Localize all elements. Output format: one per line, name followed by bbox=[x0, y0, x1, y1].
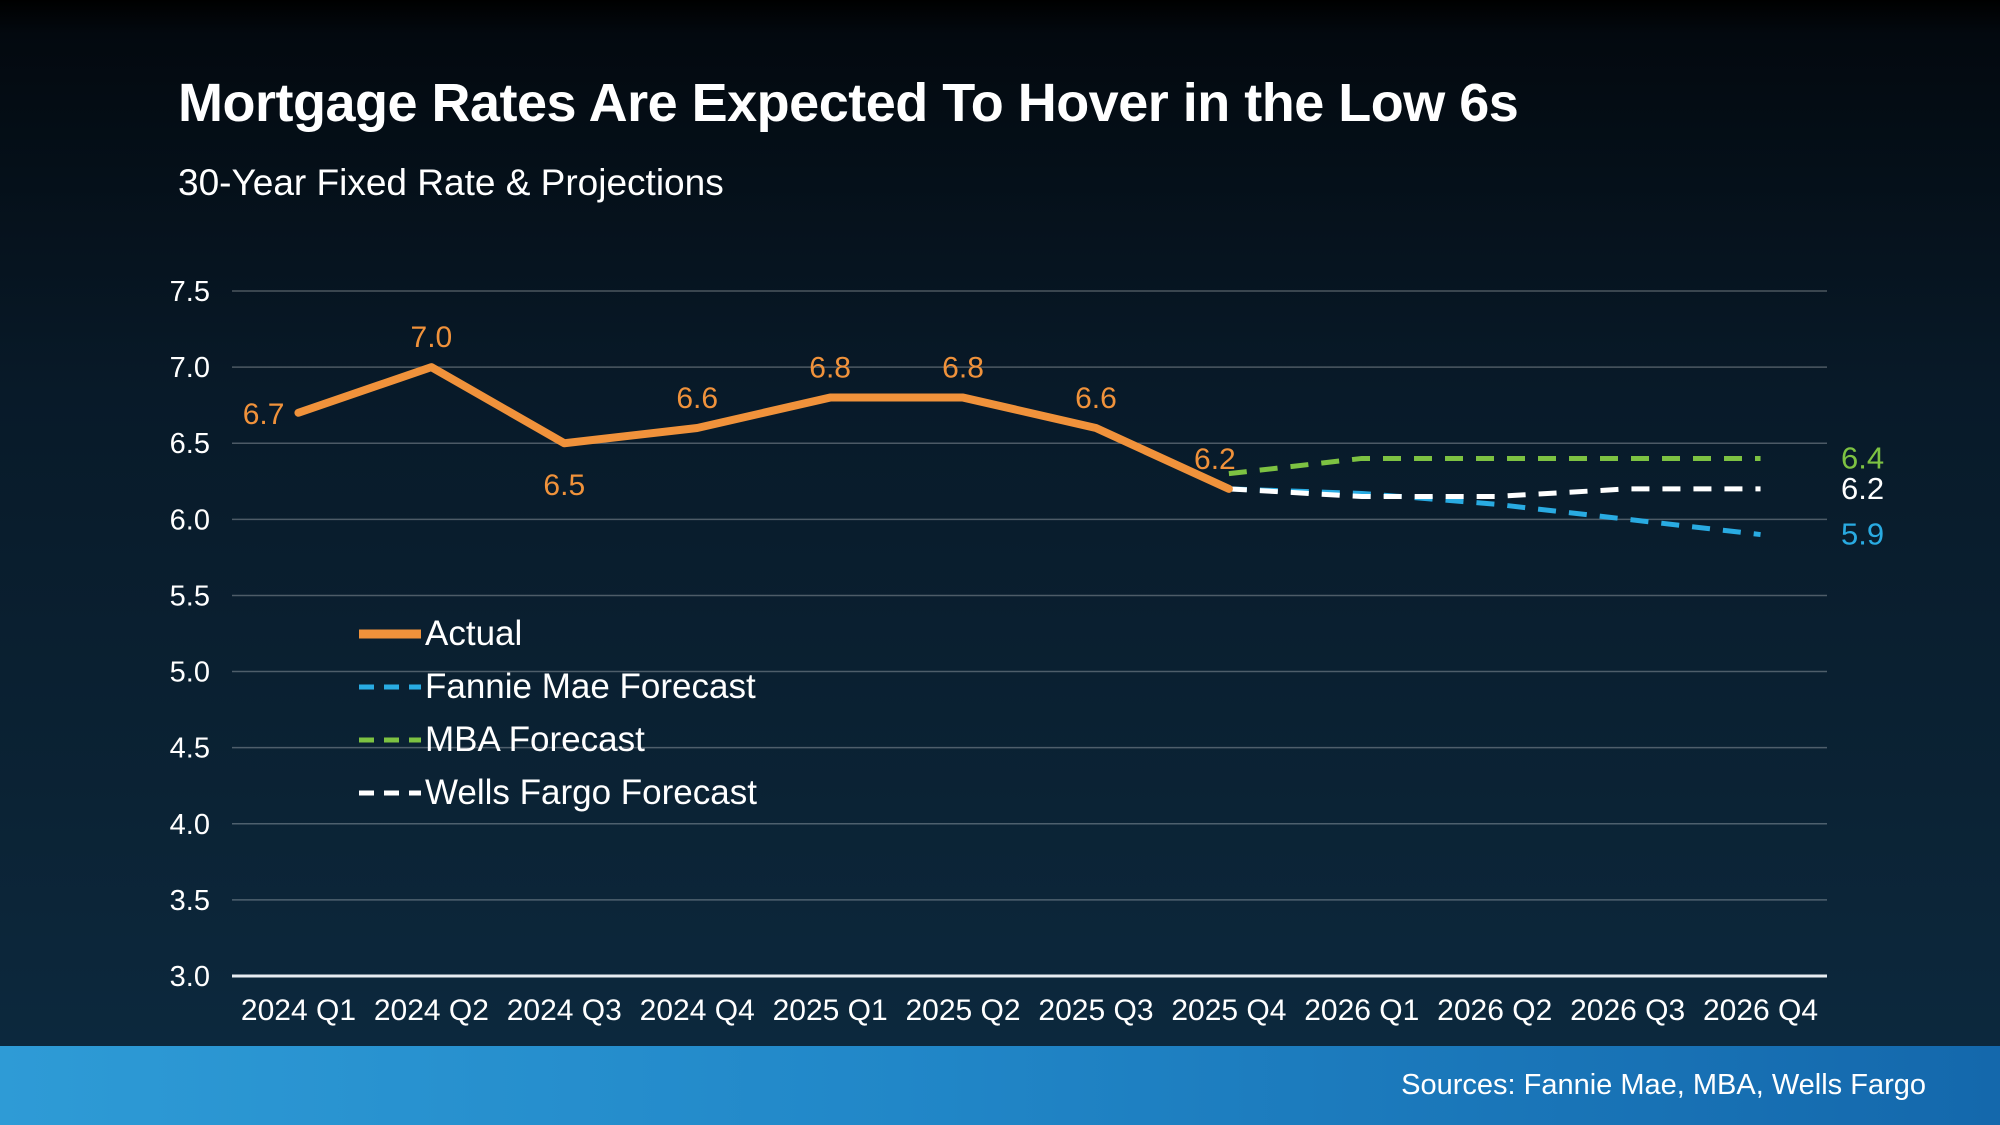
data-label-actual: 6.8 bbox=[809, 352, 851, 385]
y-tick-label: 7.0 bbox=[170, 352, 210, 384]
legend-label-actual: Actual bbox=[425, 613, 523, 653]
sources-note: Sources: Fannie Mae, MBA, Wells Fargo bbox=[1401, 1069, 1926, 1101]
series-line-wells-fargo-forecast bbox=[1228, 486, 1761, 499]
x-tick-label: 2026 Q2 bbox=[1437, 994, 1552, 1027]
data-label-actual: 6.5 bbox=[543, 469, 585, 502]
data-label-actual: 7.0 bbox=[411, 321, 453, 354]
legend-item-wells-fargo-forecast: Wells Fargo Forecast bbox=[357, 766, 757, 819]
y-tick-label: 4.0 bbox=[170, 809, 210, 841]
data-label-actual: 6.6 bbox=[1075, 382, 1117, 415]
legend-item-fannie-mae-forecast: Fannie Mae Forecast bbox=[357, 660, 757, 713]
series-line-actual bbox=[294, 363, 1233, 493]
legend-swatch-mba-forecast bbox=[359, 737, 421, 742]
end-label-wells-fargo-forecast: 6.2 bbox=[1841, 471, 1884, 506]
y-tick-label: 3.5 bbox=[170, 885, 210, 917]
x-tick-label: 2026 Q3 bbox=[1570, 994, 1685, 1027]
page-title: Mortgage Rates Are Expected To Hover in … bbox=[178, 73, 1519, 133]
data-label-actual: 6.2 bbox=[1194, 443, 1236, 476]
x-tick-label: 2025 Q1 bbox=[773, 994, 888, 1027]
x-tick-label: 2024 Q3 bbox=[507, 994, 622, 1027]
x-tick-label: 2025 Q3 bbox=[1038, 994, 1153, 1027]
end-label-fannie-mae-forecast: 5.9 bbox=[1841, 517, 1884, 552]
y-tick-label: 6.5 bbox=[170, 428, 210, 460]
chart-legend: Actual Fannie Mae Forecast MBA Forecast Wel… bbox=[357, 607, 757, 819]
x-tick-label: 2024 Q1 bbox=[241, 994, 356, 1027]
footer-bar: Sources: Fannie Mae, MBA, Wells Fargo bbox=[0, 1046, 2000, 1125]
x-tick-label: 2025 Q4 bbox=[1171, 994, 1286, 1027]
data-label-actual: 6.6 bbox=[676, 382, 718, 415]
legend-label-fannie-mae-forecast: Fannie Mae Forecast bbox=[425, 666, 756, 706]
legend-swatch-fannie-mae-forecast bbox=[359, 684, 421, 689]
y-tick-label: 5.0 bbox=[170, 657, 210, 689]
legend-swatch-wells-fargo-forecast bbox=[359, 790, 421, 795]
legend-swatch-actual bbox=[359, 629, 421, 638]
x-tick-label: 2025 Q2 bbox=[905, 994, 1020, 1027]
x-tick-label: 2026 Q1 bbox=[1304, 994, 1419, 1027]
y-tick-label: 3.0 bbox=[170, 961, 210, 993]
legend-label-wells-fargo-forecast: Wells Fargo Forecast bbox=[425, 772, 757, 812]
y-tick-label: 7.5 bbox=[170, 276, 210, 308]
legend-item-actual: Actual bbox=[357, 607, 757, 660]
data-label-actual: 6.7 bbox=[243, 398, 285, 431]
end-label-mba-forecast: 6.4 bbox=[1841, 440, 1884, 475]
x-tick-label: 2024 Q2 bbox=[374, 994, 489, 1027]
x-tick-label: 2024 Q4 bbox=[640, 994, 755, 1027]
legend-label-mba-forecast: MBA Forecast bbox=[425, 719, 645, 759]
y-tick-label: 5.5 bbox=[170, 580, 210, 612]
series-line-mba-forecast bbox=[1228, 455, 1761, 477]
data-label-actual: 6.8 bbox=[942, 352, 984, 385]
y-tick-label: 6.0 bbox=[170, 504, 210, 536]
y-tick-label: 4.5 bbox=[170, 733, 210, 765]
legend-item-mba-forecast: MBA Forecast bbox=[357, 713, 757, 766]
x-tick-label: 2026 Q4 bbox=[1703, 994, 1818, 1027]
page-subtitle: 30-Year Fixed Rate & Projections bbox=[178, 162, 724, 203]
series-line-fannie-mae-forecast bbox=[1228, 486, 1761, 538]
